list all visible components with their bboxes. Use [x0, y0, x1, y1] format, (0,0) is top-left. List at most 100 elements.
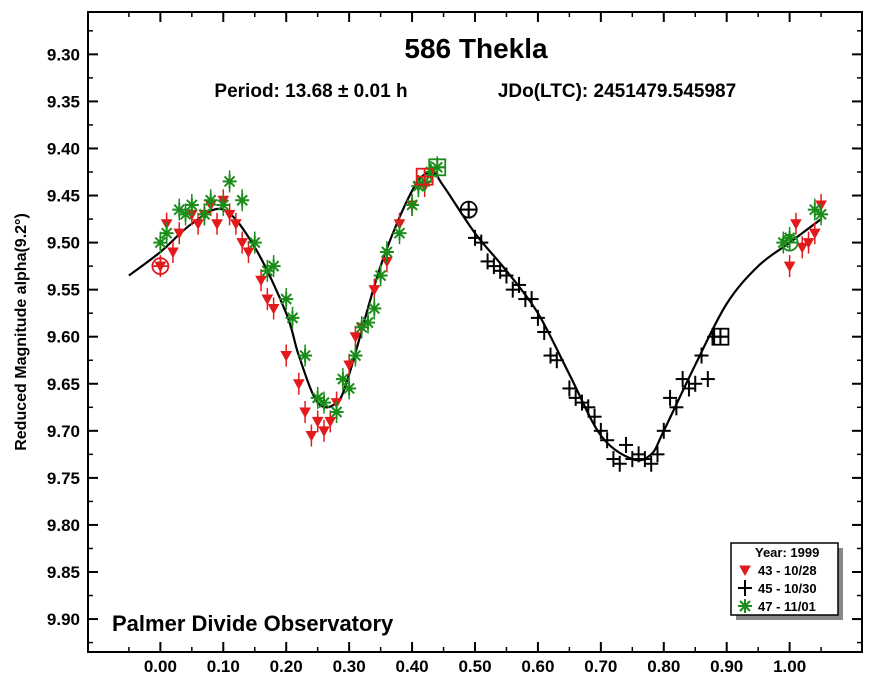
data-point-47: [216, 193, 231, 216]
data-point-47: [279, 288, 294, 311]
observatory-label: Palmer Divide Observatory: [112, 611, 394, 636]
data-point-47: [348, 344, 363, 367]
data-point-47: [411, 175, 426, 198]
ast-d2: [299, 349, 311, 362]
triangle-marker: [167, 247, 179, 259]
y-tick-label: 9.55: [47, 281, 80, 300]
data-point-43: [267, 297, 280, 320]
ast-d2: [337, 373, 349, 385]
ast-d2: [374, 269, 387, 282]
data-point-47: [335, 368, 350, 391]
triangle-marker: [267, 303, 280, 315]
data-point-47: [172, 198, 187, 221]
ast-d2: [261, 265, 274, 277]
y-tick-label: 9.60: [47, 328, 80, 347]
data-point-45: [512, 276, 527, 293]
data-point-45: [650, 446, 665, 463]
triangle-marker: [802, 238, 815, 249]
ast-d2: [205, 194, 217, 206]
ast-d2: [381, 246, 393, 258]
data-point-45: [537, 324, 552, 340]
x-tick-label: 0.40: [396, 657, 429, 676]
epoch-text: JDo(LTC): 2451479.545987: [498, 81, 736, 102]
data-point-45: [688, 375, 703, 392]
ast-d2: [173, 203, 185, 216]
data-point-45: [656, 422, 671, 439]
triangle-marker: [192, 219, 204, 230]
data-point-45: [524, 291, 539, 308]
ast-d2: [311, 392, 324, 404]
ast-d2: [362, 316, 374, 329]
triangle-marker: [236, 238, 249, 249]
data-point-43: [299, 401, 311, 423]
data-point-43: [223, 203, 236, 226]
data-point-43: [349, 325, 362, 348]
data-point-47: [178, 203, 193, 226]
triangle-marker: [808, 228, 821, 240]
ast-d2: [412, 180, 425, 192]
data-point-43: [796, 236, 809, 259]
ast-d2: [217, 199, 229, 211]
data-point-45: [619, 436, 634, 453]
data-point-47: [392, 222, 407, 245]
ast-d2: [330, 406, 343, 418]
data-point-43: [318, 419, 330, 442]
data-point-47: [197, 203, 212, 226]
x-tick-label: 0.20: [270, 657, 303, 676]
data-point-47: [235, 189, 250, 212]
data-point-47: [184, 193, 199, 216]
ast-d2: [267, 260, 280, 272]
triangle-marker: [343, 360, 355, 371]
y-tick-label: 9.75: [47, 469, 80, 488]
ast-d2: [280, 293, 292, 305]
triangle-marker: [368, 285, 381, 296]
triangle-marker: [790, 219, 802, 230]
triangle-marker: [324, 416, 337, 428]
axis-ticks: 0.00 0.10 0.20 0.30 0.40 0.50 0.60 0.70 0.80 0.90…: [47, 12, 862, 676]
y-tick-label: 9.70: [47, 422, 80, 441]
triangle-marker: [739, 565, 751, 577]
data-point-47: [298, 344, 313, 367]
data-point-47: [266, 255, 281, 278]
ast-d2: [186, 199, 198, 211]
data-point-47: [814, 203, 829, 226]
triangle-marker: [311, 416, 324, 428]
data-point-43: [368, 278, 381, 301]
data-point-47: [361, 311, 376, 334]
x-tick-label: 0.60: [521, 657, 554, 676]
data-point-43: [242, 241, 255, 263]
data-point-45: [669, 399, 684, 416]
data-point-45: [581, 399, 596, 416]
y-tick-label: 9.85: [47, 563, 80, 582]
x-tick-label: 0.90: [710, 657, 743, 676]
data-point-43: [192, 212, 204, 235]
data-point-47: [203, 189, 218, 212]
data-point-47: [342, 377, 357, 400]
triangle-marker: [783, 261, 796, 273]
data-point-43: [211, 212, 223, 235]
data-point-45: [700, 371, 715, 388]
data-point-47: [222, 170, 237, 193]
ast-d2: [406, 199, 418, 211]
data-point-45: [663, 389, 678, 406]
data-point-43: [790, 212, 802, 235]
ast-d2: [393, 227, 406, 239]
chart-title: 586 Thekla: [404, 33, 548, 64]
ast-d2: [236, 194, 248, 206]
ast-d2: [815, 208, 827, 221]
triangle-marker: [305, 431, 318, 442]
y-tick-label: 9.90: [47, 610, 80, 629]
data-point-43: [292, 372, 305, 395]
data-point-43: [808, 222, 821, 245]
ast-d2: [349, 349, 362, 362]
period-text: Period: 13.68 ± 0.01 h: [214, 81, 407, 102]
data-point-45: [499, 267, 514, 284]
data-point-47: [285, 306, 300, 329]
data-point-43: [261, 288, 274, 311]
triangle-marker: [173, 228, 186, 240]
x-tick-label: 0.80: [647, 657, 680, 676]
ast-d2: [356, 321, 368, 334]
triangle-marker: [318, 426, 330, 437]
data-point-47: [367, 297, 382, 320]
